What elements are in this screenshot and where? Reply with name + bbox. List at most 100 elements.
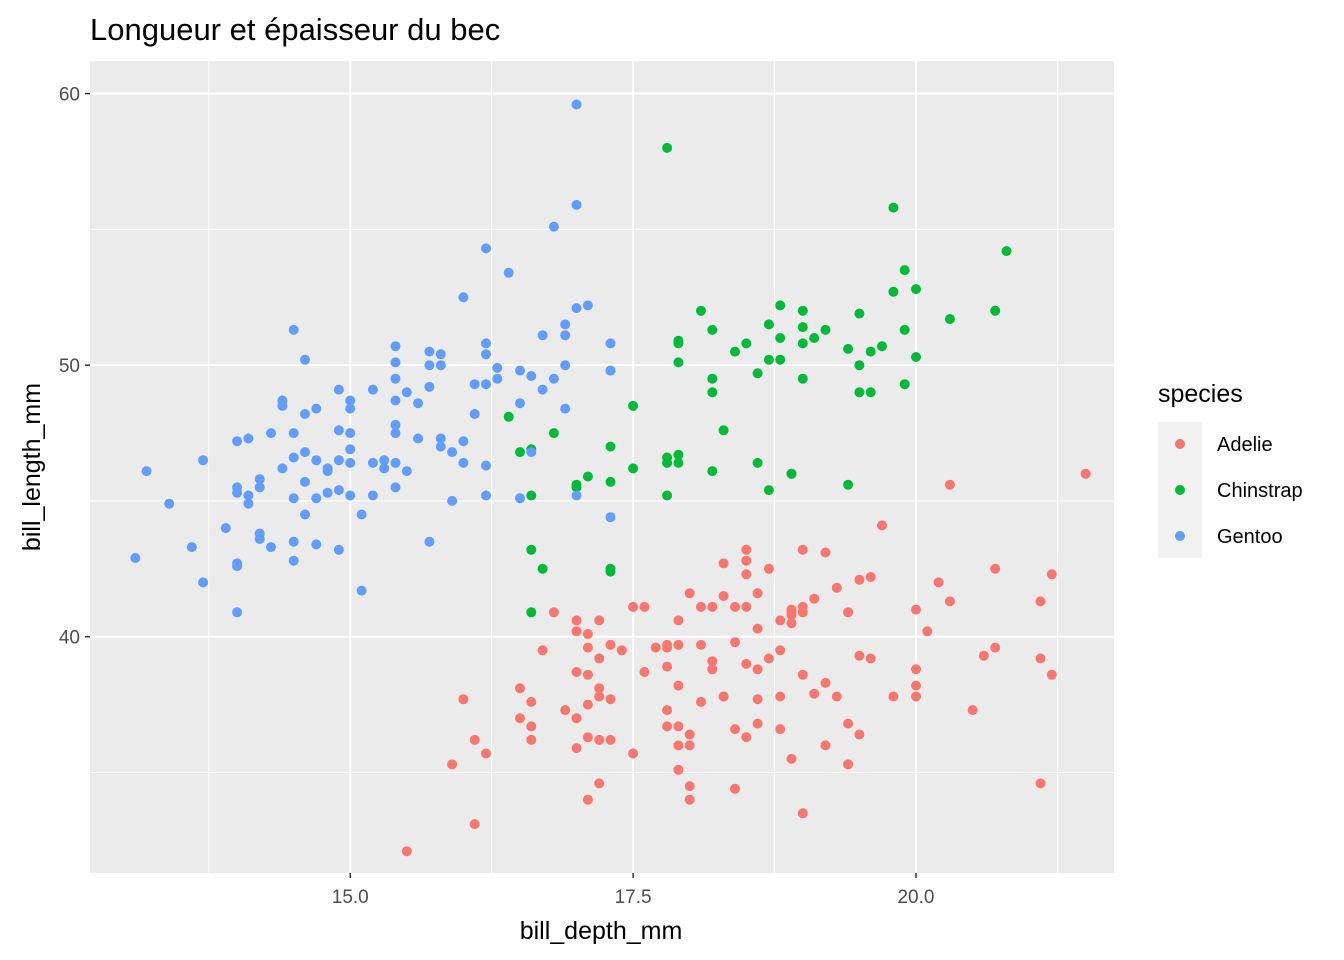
data-point-gentoo xyxy=(379,463,390,474)
data-point-adelie xyxy=(775,615,786,626)
data-point-adelie xyxy=(571,743,582,754)
data-point-adelie xyxy=(469,734,480,745)
data-point-adelie xyxy=(911,680,921,691)
data-point-adelie xyxy=(469,819,480,830)
data-point-chinstrap xyxy=(854,360,865,371)
data-point-gentoo xyxy=(266,542,276,553)
data-point-gentoo xyxy=(345,403,356,414)
data-point-gentoo xyxy=(582,300,593,311)
data-point-gentoo xyxy=(288,324,299,335)
data-point-adelie xyxy=(481,748,491,759)
data-point-gentoo xyxy=(515,398,525,409)
data-point-gentoo xyxy=(345,457,356,468)
data-point-gentoo xyxy=(537,384,548,395)
data-point-adelie xyxy=(571,667,582,677)
data-point-chinstrap xyxy=(820,324,831,335)
data-point-adelie xyxy=(548,607,559,618)
data-point-chinstrap xyxy=(865,346,876,357)
data-point-adelie xyxy=(752,718,763,729)
data-point-adelie xyxy=(537,645,548,656)
data-point-gentoo xyxy=(232,558,243,569)
data-point-adelie xyxy=(797,669,808,680)
data-point-gentoo xyxy=(266,428,276,439)
data-point-gentoo xyxy=(492,373,503,384)
axes: 15.0 17.5 20.0 40 50 60 xyxy=(59,85,935,908)
data-point-chinstrap xyxy=(786,468,797,479)
data-point-gentoo xyxy=(345,428,356,439)
data-point-chinstrap xyxy=(662,490,673,501)
x-axis-title: bill_depth_mm xyxy=(520,917,683,945)
data-point-chinstrap xyxy=(730,346,740,357)
data-point-adelie xyxy=(673,740,684,751)
data-point-gentoo xyxy=(164,498,175,509)
data-point-adelie xyxy=(515,713,525,724)
chart-title: Longueur et épaisseur du bec xyxy=(90,12,500,47)
legend-title: species xyxy=(1158,380,1243,408)
data-point-gentoo xyxy=(560,319,571,330)
legend-key-gentoo xyxy=(1175,531,1185,541)
data-point-adelie xyxy=(741,601,752,612)
data-point-adelie xyxy=(1035,778,1046,789)
data-point-gentoo xyxy=(333,425,344,436)
data-point-chinstrap xyxy=(707,387,718,398)
data-point-gentoo xyxy=(277,463,288,474)
data-point-adelie xyxy=(571,713,582,724)
data-point-gentoo xyxy=(447,447,458,458)
data-point-adelie xyxy=(820,740,831,751)
data-point-chinstrap xyxy=(899,265,910,276)
data-point-adelie xyxy=(594,734,605,745)
data-point-gentoo xyxy=(401,466,412,477)
data-point-adelie xyxy=(944,479,955,490)
data-point-gentoo xyxy=(390,419,401,430)
data-point-adelie xyxy=(594,778,605,789)
data-point-chinstrap xyxy=(673,449,684,460)
data-point-adelie xyxy=(707,664,718,675)
data-point-chinstrap xyxy=(843,479,854,490)
data-point-adelie xyxy=(684,740,695,751)
data-point-chinstrap xyxy=(775,354,786,365)
data-point-adelie xyxy=(763,653,774,664)
data-point-adelie xyxy=(447,759,458,770)
data-point-adelie xyxy=(854,574,865,585)
data-point-gentoo xyxy=(345,395,356,406)
data-point-gentoo xyxy=(288,536,299,547)
data-point-adelie xyxy=(888,691,899,702)
data-point-adelie xyxy=(730,724,740,735)
data-point-adelie xyxy=(730,601,740,612)
data-point-gentoo xyxy=(333,384,344,395)
data-point-adelie xyxy=(526,696,537,707)
data-point-gentoo xyxy=(481,338,491,349)
data-point-adelie xyxy=(831,582,842,593)
data-point-adelie xyxy=(628,748,639,759)
data-point-chinstrap xyxy=(718,425,729,436)
data-point-adelie xyxy=(877,520,887,531)
data-point-gentoo xyxy=(345,490,356,501)
data-point-gentoo xyxy=(254,474,265,485)
data-point-chinstrap xyxy=(797,373,808,384)
data-point-adelie xyxy=(775,724,786,735)
data-point-adelie xyxy=(582,629,593,639)
data-point-adelie xyxy=(684,781,695,792)
data-point-adelie xyxy=(605,694,616,705)
data-point-adelie xyxy=(582,732,593,743)
data-point-chinstrap xyxy=(605,476,616,487)
data-point-gentoo xyxy=(333,485,344,496)
data-point-chinstrap xyxy=(673,457,684,468)
data-point-chinstrap xyxy=(707,373,718,384)
data-point-gentoo xyxy=(548,373,559,384)
data-point-gentoo xyxy=(458,292,469,303)
data-point-chinstrap xyxy=(843,343,854,354)
x-tick-label: 17.5 xyxy=(615,887,652,908)
data-point-gentoo xyxy=(605,338,616,349)
data-point-chinstrap xyxy=(605,563,616,574)
data-point-adelie xyxy=(594,691,605,702)
legend-label-chinstrap: Chinstrap xyxy=(1217,480,1303,502)
data-point-adelie xyxy=(752,694,763,705)
data-point-gentoo xyxy=(390,395,401,406)
data-point-gentoo xyxy=(288,555,299,566)
data-point-gentoo xyxy=(526,371,537,381)
series-adelie xyxy=(401,468,1091,857)
data-point-adelie xyxy=(650,642,661,653)
data-point-gentoo xyxy=(481,490,491,501)
data-point-gentoo xyxy=(481,460,491,471)
